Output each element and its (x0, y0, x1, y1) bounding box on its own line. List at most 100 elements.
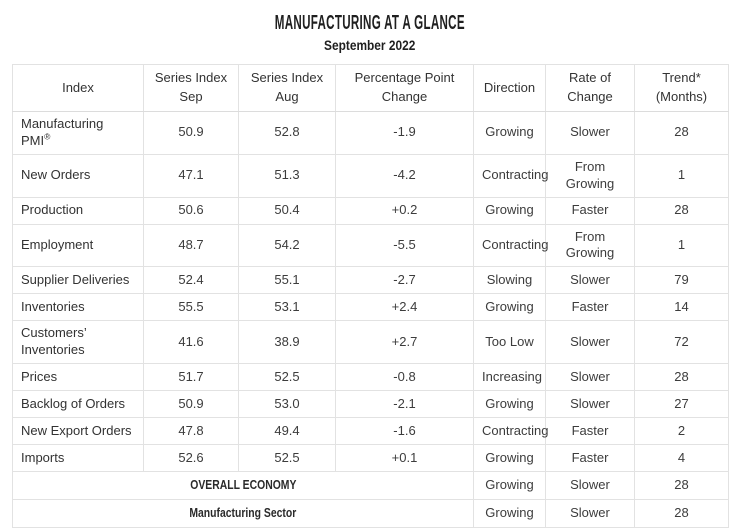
summary-label-text: Manufacturing Sector (189, 505, 297, 521)
column-header-series-index-aug: Series Index Aug (238, 64, 336, 112)
cell-series-index-sep: 47.1 (143, 153, 239, 198)
cell-index: Production (12, 196, 144, 225)
cell-direction: Growing (473, 111, 546, 155)
column-header-direction: Direction (473, 64, 546, 112)
summary-label-text: OVERALL ECONOMY (189, 477, 297, 493)
cell-direction: Growing (473, 499, 546, 528)
cell-series-index-aug: 51.3 (238, 153, 336, 198)
cell-trend-months: 28 (634, 471, 729, 501)
cell-percentage-point-change: -1.6 (335, 417, 474, 446)
cell-trend-months: 1 (634, 153, 729, 198)
table-row: Production 50.6 50.4 +0.2 Growing Faster 28 (12, 196, 729, 225)
cell-trend-months: 2 (634, 417, 729, 446)
summary-label: OVERALL ECONOMY (12, 471, 474, 501)
cell-index: Customers’ Inventories (12, 320, 144, 365)
table-row: Employment 48.7 54.2 -5.5 Contracting From Gr… (12, 223, 729, 268)
cell-direction: Contracting (473, 223, 548, 268)
cell-index: Manufacturing PMI® (12, 111, 144, 155)
page-subtitle: September 2022 (12, 38, 728, 52)
cell-trend-months: 28 (634, 499, 729, 528)
cell-series-index-sep: 52.6 (143, 444, 239, 473)
cell-series-index-sep: 55.5 (143, 293, 239, 322)
summary-row: Manufacturing Sector Growing Slower 28 (12, 499, 729, 528)
column-header-percentage-point-change: Percentage Point Change (335, 64, 474, 112)
column-header-trend-months: Trend* (Months) (634, 64, 729, 112)
table-row: Customers’ Inventories 41.6 38.9 +2.7 Too Lo… (12, 320, 729, 365)
header-row: Index Series Index Sep Series Index Aug … (12, 64, 729, 112)
cell-series-index-sep: 48.7 (143, 223, 239, 268)
cell-trend-months: 1 (634, 223, 729, 268)
cell-trend-months: 4 (634, 444, 729, 473)
cell-series-index-aug: 55.1 (238, 266, 336, 295)
table-row: Inventories 55.5 53.1 +2.4 Growing Faster 14 (12, 293, 729, 322)
cell-trend-months: 28 (634, 363, 729, 392)
cell-series-index-sep: 50.9 (143, 390, 239, 419)
cell-trend-months: 79 (634, 266, 729, 295)
cell-series-index-sep: 52.4 (143, 266, 239, 295)
cell-series-index-aug: 53.1 (238, 293, 336, 322)
cell-index: Supplier Deliveries (12, 266, 144, 295)
cell-rate-of-change: Faster (545, 417, 635, 446)
summary-label: Manufacturing Sector (12, 499, 474, 528)
cell-percentage-point-change: -2.1 (335, 390, 474, 419)
column-header-rate-of-change: Rate of Change (545, 64, 635, 112)
table-row: Backlog of Orders 50.9 53.0 -2.1 Growing Slow… (12, 390, 729, 419)
cell-rate-of-change: From Growing (545, 223, 635, 268)
table-row: Prices 51.7 52.5 -0.8 Increasing Slower 28 (12, 363, 729, 392)
table-body: Manufacturing PMI® 50.9 52.8 -1.9 Growing Slo… (12, 111, 729, 528)
cell-index: Imports (12, 444, 144, 473)
cell-percentage-point-change: -5.5 (335, 223, 474, 268)
cell-series-index-sep: 41.6 (143, 320, 239, 365)
cell-series-index-aug: 50.4 (238, 196, 336, 225)
cell-series-index-aug: 52.5 (238, 363, 336, 392)
cell-series-index-aug: 52.8 (238, 111, 336, 155)
cell-direction: Too Low (473, 320, 546, 365)
table-row: Imports 52.6 52.5 +0.1 Growing Faster 4 (12, 444, 729, 473)
page-title: MANUFACTURING AT A GLANCE (12, 13, 728, 33)
cell-rate-of-change: Faster (545, 444, 635, 473)
table-row: New Orders 47.1 51.3 -4.2 Contracting From Gr… (12, 153, 729, 198)
cell-percentage-point-change: +2.7 (335, 320, 474, 365)
cell-series-index-aug: 49.4 (238, 417, 336, 446)
cell-percentage-point-change: +0.2 (335, 196, 474, 225)
table-row: Supplier Deliveries 52.4 55.1 -2.7 Slowing Sl… (12, 266, 729, 295)
cell-percentage-point-change: -0.8 (335, 363, 474, 392)
cell-percentage-point-change: +2.4 (335, 293, 474, 322)
column-header-series-index-sep: Series Index Sep (143, 64, 239, 112)
manufacturing-at-a-glance-report: MANUFACTURING AT A GLANCE September 2022… (0, 13, 740, 528)
cell-trend-months: 14 (634, 293, 729, 322)
cell-direction: Contracting (473, 153, 548, 198)
cell-series-index-aug: 52.5 (238, 444, 336, 473)
cell-series-index-sep: 50.9 (143, 111, 239, 155)
cell-series-index-aug: 53.0 (238, 390, 336, 419)
page-subtitle-text: September 2022 (324, 37, 416, 53)
cell-series-index-sep: 47.8 (143, 417, 239, 446)
cell-trend-months: 28 (634, 196, 729, 225)
cell-trend-months: 27 (634, 390, 729, 419)
cell-trend-months: 28 (634, 111, 729, 155)
cell-rate-of-change: From Growing (545, 153, 635, 198)
cell-series-index-sep: 50.6 (143, 196, 239, 225)
summary-row: OVERALL ECONOMY Growing Slower 28 (12, 471, 729, 501)
cell-index: Employment (12, 223, 144, 268)
cell-index: Backlog of Orders (12, 390, 144, 419)
cell-percentage-point-change: -4.2 (335, 153, 474, 198)
cell-series-index-aug: 38.9 (238, 320, 336, 365)
column-header-index: Index (12, 64, 144, 112)
cell-percentage-point-change: -1.9 (335, 111, 474, 155)
page-title-text: MANUFACTURING AT A GLANCE (274, 12, 466, 34)
cell-direction: Increasing (473, 363, 546, 392)
cell-direction: Growing (473, 293, 546, 322)
cell-percentage-point-change: -2.7 (335, 266, 474, 295)
cell-rate-of-change: Slower (545, 499, 635, 528)
cell-series-index-aug: 54.2 (238, 223, 336, 268)
cell-series-index-sep: 51.7 (143, 363, 239, 392)
cell-direction: Slowing (473, 266, 546, 295)
cell-index: Inventories (12, 293, 144, 322)
cell-rate-of-change: Slower (545, 471, 635, 501)
cell-index: New Orders (12, 153, 144, 198)
cell-rate-of-change: Slower (545, 266, 635, 295)
cell-rate-of-change: Faster (545, 293, 635, 322)
cell-index: New Export Orders (12, 417, 144, 446)
cell-direction: Contracting (473, 417, 548, 446)
